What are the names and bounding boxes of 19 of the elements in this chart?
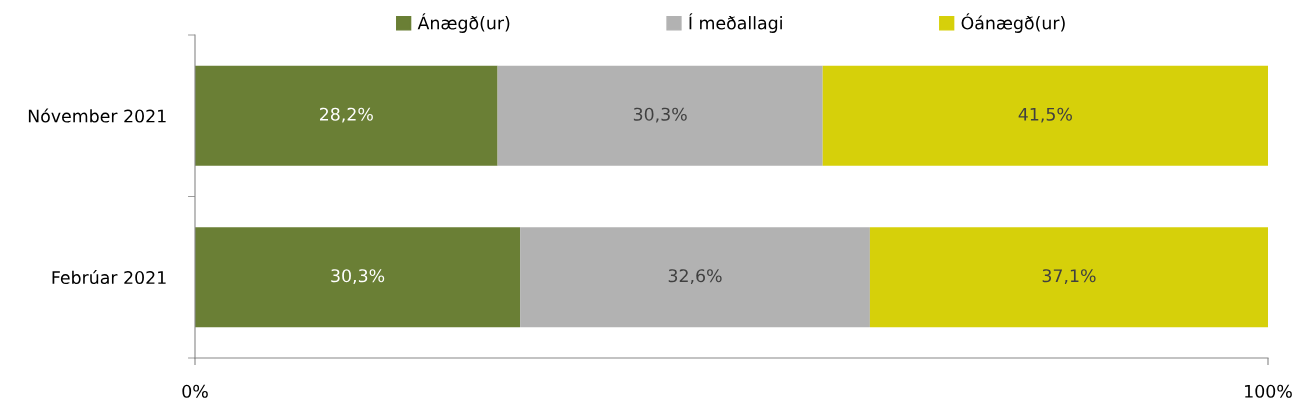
- bar: [520, 227, 870, 328]
- data-label: 30,3%: [331, 269, 385, 285]
- bar: [869, 227, 1268, 328]
- y-tick-label: Nóvember 2021: [28, 108, 166, 123]
- legend-label: Óánægð(ur): [961, 13, 1065, 33]
- y-tick-label: Febrúar 2021: [52, 269, 166, 285]
- data-label: 32,6%: [668, 269, 722, 285]
- x-tick-label: 100%: [1245, 384, 1292, 398]
- legend-label: Ánægð(ur): [417, 13, 510, 33]
- data-label: 28,2%: [319, 107, 373, 123]
- bar: [822, 65, 1268, 166]
- bar: [195, 227, 521, 328]
- bar: [497, 65, 823, 166]
- bar: [195, 65, 498, 166]
- data-label: 30,3%: [633, 107, 687, 123]
- data-label: 37,1%: [1042, 269, 1096, 285]
- legend-label: Í meðallagi: [689, 13, 782, 33]
- data-label: 41,5%: [1018, 107, 1072, 123]
- x-tick-label: 0%: [182, 384, 208, 398]
